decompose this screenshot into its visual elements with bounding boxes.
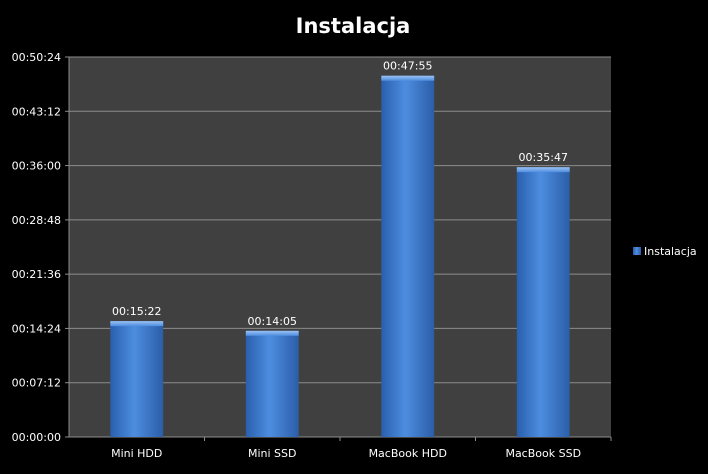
data-label: 00:14:05 (248, 315, 297, 328)
y-tick-label: 00:36:00 (12, 160, 61, 173)
bar-top-bevel (516, 167, 570, 173)
bar (110, 321, 164, 437)
bar (516, 167, 570, 438)
y-tick-label: 00:28:48 (12, 214, 61, 227)
bar-top-bevel (381, 75, 435, 81)
bar (245, 330, 299, 437)
chart-title: Instalacja (296, 14, 411, 38)
legend-swatch (633, 247, 641, 255)
x-tick-label: Mini SSD (248, 447, 297, 460)
data-label: 00:35:47 (519, 151, 568, 164)
x-tick-label: Mini HDD (111, 447, 162, 460)
y-tick-label: 00:00:00 (12, 431, 61, 444)
data-label: 00:47:55 (383, 60, 432, 73)
x-tick-label: MacBook HDD (369, 447, 447, 460)
y-tick-label: 00:50:24 (12, 51, 61, 64)
y-tick-label: 00:43:12 (12, 105, 61, 118)
bar-top-bevel (245, 330, 299, 336)
bar-top-bevel (110, 321, 164, 327)
bar (381, 75, 435, 437)
x-tick-label: MacBook SSD (505, 447, 581, 460)
y-tick-label: 00:07:12 (12, 377, 61, 390)
y-tick-label: 00:21:36 (12, 268, 61, 281)
legend-label: Instalacja (644, 245, 697, 258)
y-tick-label: 00:14:24 (12, 322, 61, 335)
data-label: 00:15:22 (112, 305, 161, 318)
